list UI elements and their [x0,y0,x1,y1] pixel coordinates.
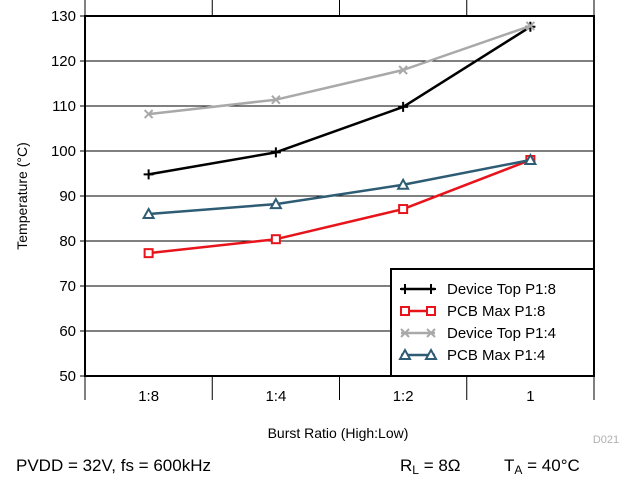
series-line-device-top-p1-4 [148,24,531,116]
legend-marker-pcb-max-p1-4 [424,347,438,360]
figure-code: D021 [593,434,619,446]
y-tick-label: 100 [51,143,76,160]
series-line-device-top-p1-8 [148,25,532,176]
data-point-pcb-max-p1-4 [141,206,156,219]
legend-marker-pcb-max-p1-4 [398,347,412,360]
data-point-pcb-max-p1-4 [269,197,283,210]
data-point-pcb-max-p1-4 [396,177,410,190]
legend-marker-device-top-p1-8 [426,284,436,294]
legend-marker-device-top-p1-4 [426,328,436,338]
ambient-value: = 40°C [522,456,580,475]
data-point-pcb-max-p1-8 [270,234,281,245]
data-point-device-top-p1-4 [398,65,408,75]
y-tick-label: 90 [59,188,76,205]
y-tick-label: 50 [59,368,76,385]
series-line-pcb-max-p1-4 [148,158,531,216]
data-point-pcb-max-p1-8 [143,248,154,259]
data-point-pcb-max-p1-8 [398,204,409,215]
legend-label-pcb-max-p1-8: PCB Max P1:8 [447,303,545,320]
data-point-device-top-p1-8 [398,101,409,112]
data-point-device-top-p1-4 [143,109,154,119]
y-tick-label: 110 [52,98,76,115]
legend-label-device-top-p1-8: Device Top P1:8 [447,281,556,298]
y-tick-label: 60 [59,323,76,340]
y-tick-label: 130 [51,8,76,25]
load-subscript: L [412,463,419,477]
x-tick-label: 1:2 [393,388,414,405]
data-point-device-top-p1-4 [525,21,536,31]
ambient-subscript: A [514,463,523,477]
x-tick-label: 1:8 [138,388,159,405]
axis-layer: 50 60 70 80 90 100 110 120 130 1:8 1:4 1:2 1 [51,0,595,405]
data-point-device-top-p1-4 [271,94,281,105]
series-layer [141,21,538,259]
data-point-device-top-p1-8 [270,147,281,158]
legend-marker-pcb-max-p1-8 [400,306,410,316]
grid-layer [85,60,594,332]
plot-frame [84,15,595,377]
y-tick-label: 120 [51,53,76,70]
legend-marker-device-top-p1-8 [400,284,410,294]
load-symbol: R [400,456,413,475]
footer-supply-conditions: PVDD = 32V, fs = 600kHz [16,456,211,475]
x-axis-title: Burst Ratio (High:Low) [268,425,409,441]
load-value: = 8Ω [418,456,461,475]
x-tick-label: 1:4 [265,388,286,405]
legend-box [390,268,595,377]
y-axis-title: Temperature (°C) [14,142,30,250]
y-tick-label: 70 [59,278,76,295]
legend: Device Top P1:8 PCB Max P1:8 Device Top P1… [390,268,595,377]
legend-marker-device-top-p1-4 [400,328,410,338]
legend-label-pcb-max-p1-4: PCB Max P1:4 [447,347,545,364]
legend-marker-pcb-max-p1-8 [426,306,436,316]
ambient-symbol: T [504,456,515,475]
legend-label-device-top-p1-4: Device Top P1:4 [447,325,556,342]
series-line-pcb-max-p1-8 [148,158,531,255]
x-tick-label: 1 [526,388,534,405]
data-point-device-top-p1-8 [143,169,154,180]
footer-ambient-temperature: TA = 40°C [504,456,580,477]
footer-load-resistance: RL = 8Ω [400,456,461,477]
data-point-pcb-max-p1-4 [523,152,538,165]
y-tick-label: 80 [59,233,76,250]
